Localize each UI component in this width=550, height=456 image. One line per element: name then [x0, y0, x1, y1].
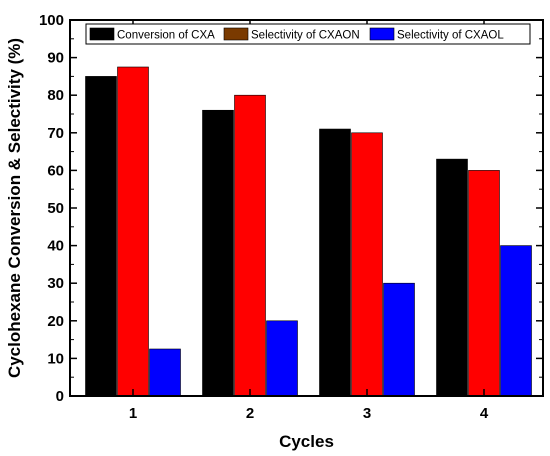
bar-1-cycle-1	[85, 76, 117, 397]
y-tick-label: 20	[47, 313, 64, 330]
bar-2-cycle-1	[117, 66, 149, 397]
x-tick-label: 2	[246, 405, 254, 422]
bar-3-cycle-2	[266, 320, 298, 397]
y-tick-label: 70	[47, 125, 64, 142]
y-axis-title: Cyclohexane Conversion & Selectivity (%)	[5, 38, 24, 378]
bars-layer	[85, 66, 532, 397]
x-tick-label: 4	[480, 405, 489, 422]
x-tick-label: 3	[363, 405, 371, 422]
y-tick-label: 0	[56, 388, 64, 405]
legend-swatch-2	[223, 27, 249, 41]
legend-label-3: Selectivity of CXAOL	[397, 30, 504, 42]
legend: Conversion of CXA Selectivity of CXAON Sel…	[85, 23, 531, 45]
legend-box	[85, 23, 531, 45]
legend-label-1: Conversion of CXA	[117, 30, 215, 42]
y-tick-label: 80	[47, 87, 64, 104]
legend-swatch-3	[369, 27, 395, 41]
bar-2-cycle-4	[468, 170, 500, 397]
y-tick-label: 40	[47, 238, 64, 255]
y-tick-label: 60	[47, 162, 64, 179]
y-tick-label: 100	[39, 12, 64, 29]
y-tick-label: 10	[47, 350, 64, 367]
legend-label-2: Selectivity of CXAON	[251, 30, 360, 42]
bar-3-cycle-3	[383, 282, 415, 397]
y-tick-label: 30	[47, 275, 64, 292]
bar-3-cycle-1	[149, 348, 181, 397]
bar-3-cycle-4	[500, 245, 532, 397]
ticks-layer: 0 10 20 30 40 50 60 70 80 90 100 1 2 3 4	[39, 12, 543, 422]
legend-swatch-1	[89, 27, 115, 41]
bar-1-cycle-2	[202, 109, 234, 397]
y-tick-label: 50	[47, 200, 64, 217]
bar-2-cycle-3	[351, 132, 383, 397]
bar-1-cycle-4	[436, 158, 468, 397]
x-axis-title: Cycles	[279, 432, 334, 451]
bar-1-cycle-3	[319, 128, 351, 397]
bar-2-cycle-2	[234, 94, 266, 397]
x-tick-label: 1	[129, 405, 137, 422]
y-tick-label: 90	[47, 50, 64, 67]
